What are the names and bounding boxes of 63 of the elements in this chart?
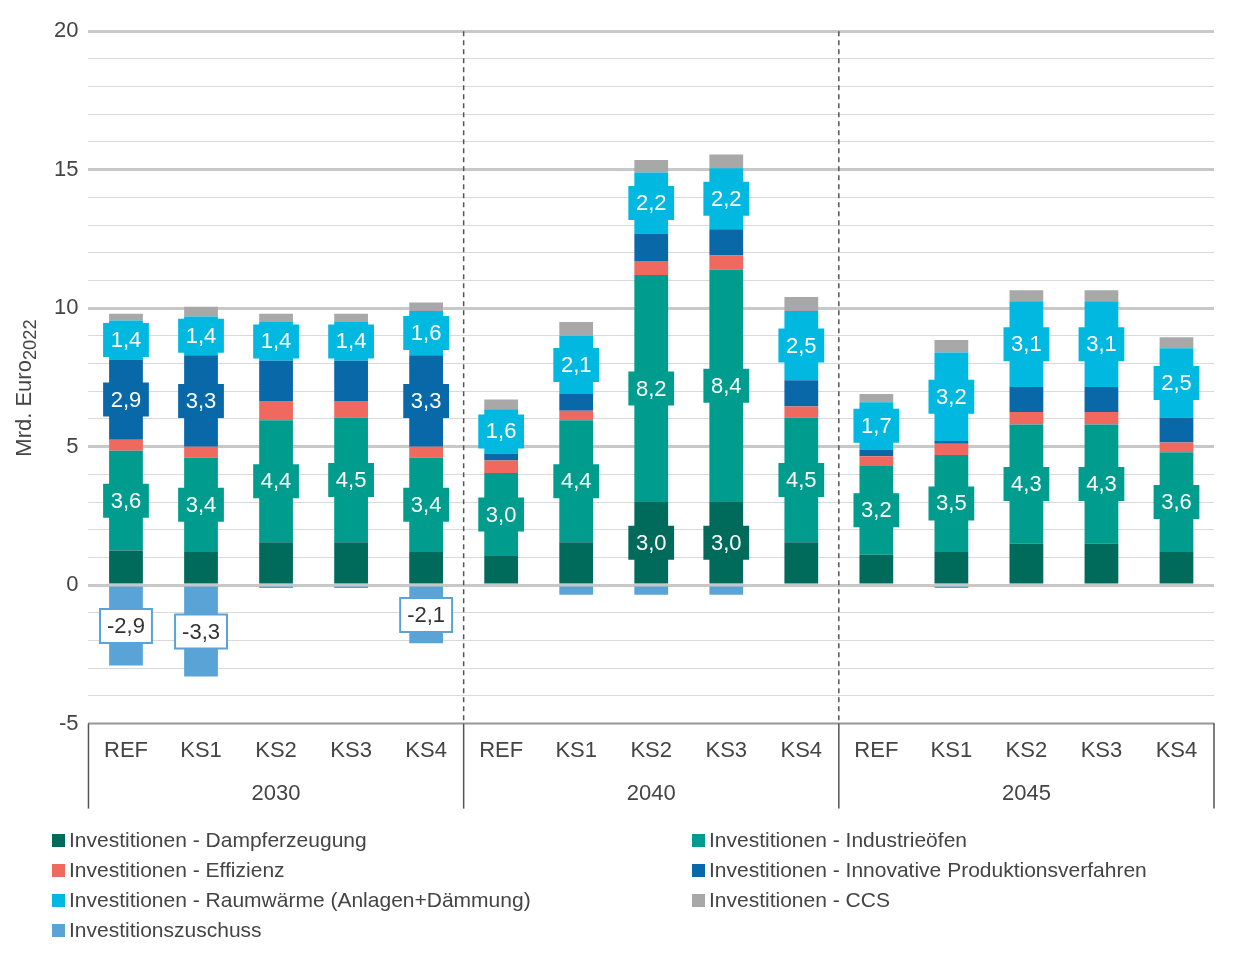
data-label: -2,1	[407, 602, 446, 628]
data-label: 3,3	[410, 388, 442, 413]
data-label: 3,2	[861, 497, 892, 523]
data-label: 3,0	[710, 529, 742, 555]
text: 2040	[626, 779, 676, 805]
x-tick-label: KS2	[255, 736, 297, 762]
data-label: 4,3	[1086, 471, 1117, 497]
x-tick-label: KS2	[1005, 736, 1048, 762]
x-tick-label: REF	[103, 736, 148, 762]
legend-label: Investitionen - Industrieöfen	[709, 828, 967, 852]
data-label: 4,5	[335, 466, 367, 492]
data-label: 3,5	[936, 490, 967, 516]
data-label: 2,5	[1161, 370, 1192, 395]
x-tick-label: KS4	[1155, 736, 1198, 762]
y-tick-label: 0	[66, 571, 79, 597]
y-tick-label: 15	[53, 155, 79, 181]
y-tick-label: -5	[58, 709, 79, 735]
data-label: 3,6	[110, 487, 142, 513]
x-tick-label: KS3	[705, 736, 748, 762]
data-label: -3,3	[182, 618, 220, 644]
text: 2030	[251, 779, 301, 805]
legend-label: Investitionen - CCS	[709, 888, 890, 912]
data-label: 3,0	[635, 529, 667, 555]
data-label: 3,6	[1161, 489, 1192, 515]
data-label: 1,4	[335, 328, 367, 354]
data-label: 4,5	[786, 466, 817, 492]
x-tick-label: KS3	[1080, 736, 1123, 762]
legend-label: Investitionen - Innovative Produktionsverfahren	[709, 858, 1147, 882]
legend-label: Investitionen - Raumwärme (Anlagen+Dämmung)	[69, 888, 531, 912]
data-label: 1,4	[110, 327, 142, 353]
data-label: 3,2	[936, 383, 967, 409]
data-label: 3,4	[185, 491, 217, 517]
x-tick-label: KS1	[930, 736, 973, 762]
data-label: -2,9	[107, 613, 145, 639]
x-tick-label: KS2	[630, 736, 673, 762]
data-label: 3,4	[410, 491, 442, 517]
x-tick-label: KS1	[180, 736, 222, 762]
x-tick-label: REF	[854, 736, 899, 762]
legend-label: Investitionszuschuss	[69, 918, 262, 942]
data-label: 3,1	[1086, 331, 1117, 357]
data-label: 1,4	[260, 328, 292, 354]
legend-label: Investitionen - Dampferzeugung	[69, 828, 367, 852]
data-label: 1,4	[185, 322, 217, 348]
data-label: 3,3	[185, 388, 217, 413]
x-tick-label: KS1	[555, 736, 597, 762]
data-label: 4,3	[1011, 471, 1042, 497]
data-label: 2,9	[110, 386, 142, 412]
data-label: 8,4	[710, 372, 742, 398]
y-tick-label: 20	[53, 17, 79, 43]
data-label: 2,5	[786, 332, 817, 358]
y-tick-label: 5	[66, 432, 79, 458]
data-label: 3,0	[485, 501, 517, 527]
legend-label: Investitionen - Effizienz	[69, 858, 285, 882]
y-tick-label: 10	[53, 294, 79, 320]
x-tick-label: REF	[479, 736, 524, 762]
x-tick-label: KS4	[780, 736, 823, 762]
text: 2045	[1001, 779, 1051, 805]
data-label: 8,2	[635, 375, 667, 401]
x-tick-label: KS3	[330, 736, 372, 762]
data-label: 4,4	[560, 468, 592, 494]
data-label: 3,1	[1011, 331, 1042, 357]
data-label: 4,4	[260, 468, 292, 494]
x-tick-label: KS4	[405, 736, 447, 762]
